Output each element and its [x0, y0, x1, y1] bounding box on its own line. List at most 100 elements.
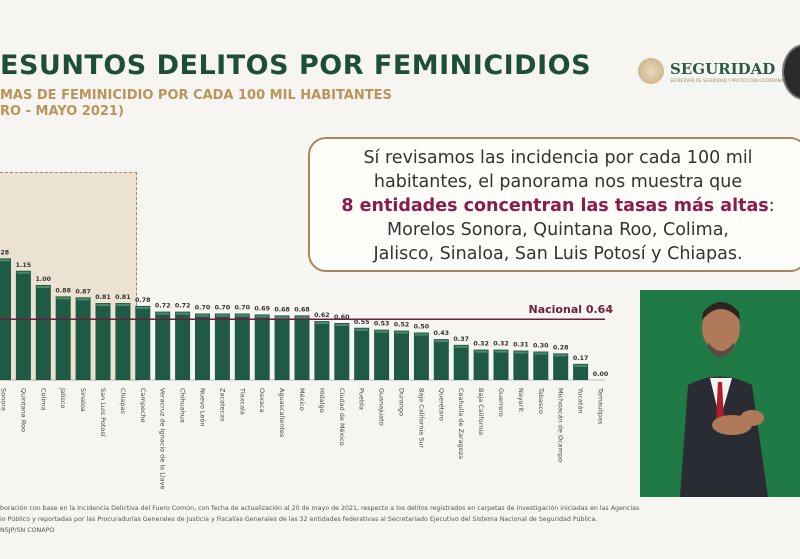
bar: [254, 314, 270, 380]
category-label: Oaxaca: [258, 388, 266, 413]
bar: [55, 296, 71, 380]
footnote-line: boración con base en la Incidencia Delic…: [0, 505, 640, 512]
bar-highlight: [16, 271, 30, 274]
category-label: Tamaulipas: [597, 387, 605, 425]
bar-value-label: 0.78: [135, 297, 151, 304]
category-label: San Luis Potosí: [99, 388, 107, 437]
bar-value-label: 0.31: [513, 342, 529, 349]
category-label: México: [298, 388, 306, 411]
callout-line: Morelos Sonora, Quintana Roo, Colima,: [387, 220, 729, 240]
category-label: Baja California Sur: [417, 388, 425, 448]
bar: [135, 305, 151, 380]
bar-highlight: [0, 259, 10, 262]
category-label: Sonora: [0, 388, 8, 411]
national-seal-icon: [638, 58, 664, 84]
category-label: Quintana Roo: [19, 388, 27, 432]
bar-highlight: [76, 298, 90, 301]
bar-highlight: [335, 324, 349, 326]
bar: [75, 297, 91, 380]
bar-value-label: 0.53: [374, 321, 390, 328]
category-label: Campeche: [139, 388, 147, 423]
category-label: Chiapas: [119, 388, 127, 415]
logo-name: SEGURIDAD: [670, 59, 776, 78]
callout-box: Sí revisamos las incidencia por cada 100…: [308, 137, 800, 272]
bar-value-label: 0.52: [394, 322, 410, 329]
bar-highlight: [574, 364, 588, 367]
bar-highlight: [255, 315, 269, 318]
bar-chart: .28 Sonora 1.15 Quintana Roo 1.00 Colima 0.88 J…: [0, 249, 614, 490]
interpreter-figure: [680, 302, 768, 497]
category-label: Sinaloa: [79, 388, 87, 412]
bar-highlight: [235, 314, 249, 317]
bar: [433, 339, 449, 380]
category-label: Michoacán de Ocampo: [557, 388, 565, 462]
category-label: Hidalgo: [318, 388, 326, 413]
bar-value-label: 0.68: [274, 306, 290, 313]
bar-value-label: 0.00: [593, 371, 609, 378]
category-label: Coahuila de Zaragoza: [457, 388, 465, 459]
bar: [314, 321, 330, 380]
bar-value-label: 0.32: [493, 341, 509, 348]
bar-value-label: 0.43: [434, 330, 450, 337]
sign-language-interpreter-video: [640, 290, 800, 497]
bar-value-label: 0.72: [155, 303, 171, 310]
callout-line: Jalisco, Sinaloa, San Luis Potosí y Chia…: [373, 244, 743, 264]
bar: [195, 313, 210, 380]
bar: [473, 349, 489, 380]
footnote-source: NSJP/SN CONAPO: [0, 527, 55, 534]
bar: [175, 311, 191, 380]
bar-highlight: [554, 354, 568, 357]
bar-highlight: [534, 352, 548, 355]
bar-value-label: 1.15: [16, 262, 32, 269]
bar: [453, 344, 469, 380]
bar: [155, 311, 171, 380]
slide-subtitle: MAS DE FEMINICIDIO POR CADA 100 MIL HABI…: [0, 88, 392, 103]
bar: [573, 363, 589, 380]
footnote-line: io Público y reportadas por las Procurad…: [0, 516, 598, 523]
bar-highlight: [395, 331, 408, 334]
category-label: Puebla: [358, 388, 366, 410]
bar-value-label: 0.28: [553, 344, 569, 351]
category-label: Zacatecas: [218, 388, 226, 422]
national-average-label: Nacional 0.64: [529, 303, 614, 316]
bar: [374, 329, 390, 380]
bar-value-label: .28: [0, 249, 9, 256]
bar-highlight: [196, 314, 209, 317]
bar: [394, 330, 409, 380]
slide-title: ESUNTOS DELITOS POR FEMINICIDIOS: [0, 50, 592, 81]
bar-value-label: 0.81: [95, 294, 111, 301]
bar: [334, 323, 350, 380]
bar: [15, 270, 31, 380]
bar-highlight: [514, 351, 528, 354]
bar: [274, 315, 290, 380]
category-label: Ciudad de México: [338, 388, 346, 446]
bar: [294, 315, 310, 380]
category-label: Nayarit: [517, 388, 525, 412]
bar-value-label: 0.32: [473, 341, 489, 348]
bar: [234, 313, 250, 380]
bar-highlight: [116, 304, 130, 307]
guard-badge-icon: [782, 44, 800, 100]
bar-value-label: 0.68: [294, 306, 310, 313]
bar-value-label: 0.55: [354, 319, 370, 326]
bar-highlight: [474, 350, 488, 353]
bar-value-label: 0.88: [55, 287, 71, 294]
bar-value-label: 0.70: [235, 305, 251, 312]
bar-highlight: [96, 304, 110, 307]
callout-line: habitantes, el panorama nos muestra que: [373, 172, 743, 192]
bar-highlight: [156, 312, 170, 315]
category-label: Durango: [398, 388, 406, 416]
bar: [533, 351, 549, 380]
bar-highlight: [56, 297, 70, 300]
category-label: Veracruz de Ignacio de la Llave: [159, 388, 167, 490]
bar: [95, 303, 111, 380]
bar-value-label: 0.62: [314, 312, 330, 319]
bar: [413, 332, 429, 380]
bar-value-label: 0.69: [254, 305, 270, 312]
bar-value-label: 0.17: [573, 355, 589, 362]
bar-value-label: 0.72: [175, 303, 191, 310]
bar-highlight: [176, 312, 190, 315]
category-label: Nuevo León: [199, 388, 207, 426]
bar: [354, 327, 370, 380]
seguridad-logo: SEGURIDAD SECRETARÍA DE SEGURIDAD Y PROT…: [638, 58, 783, 84]
